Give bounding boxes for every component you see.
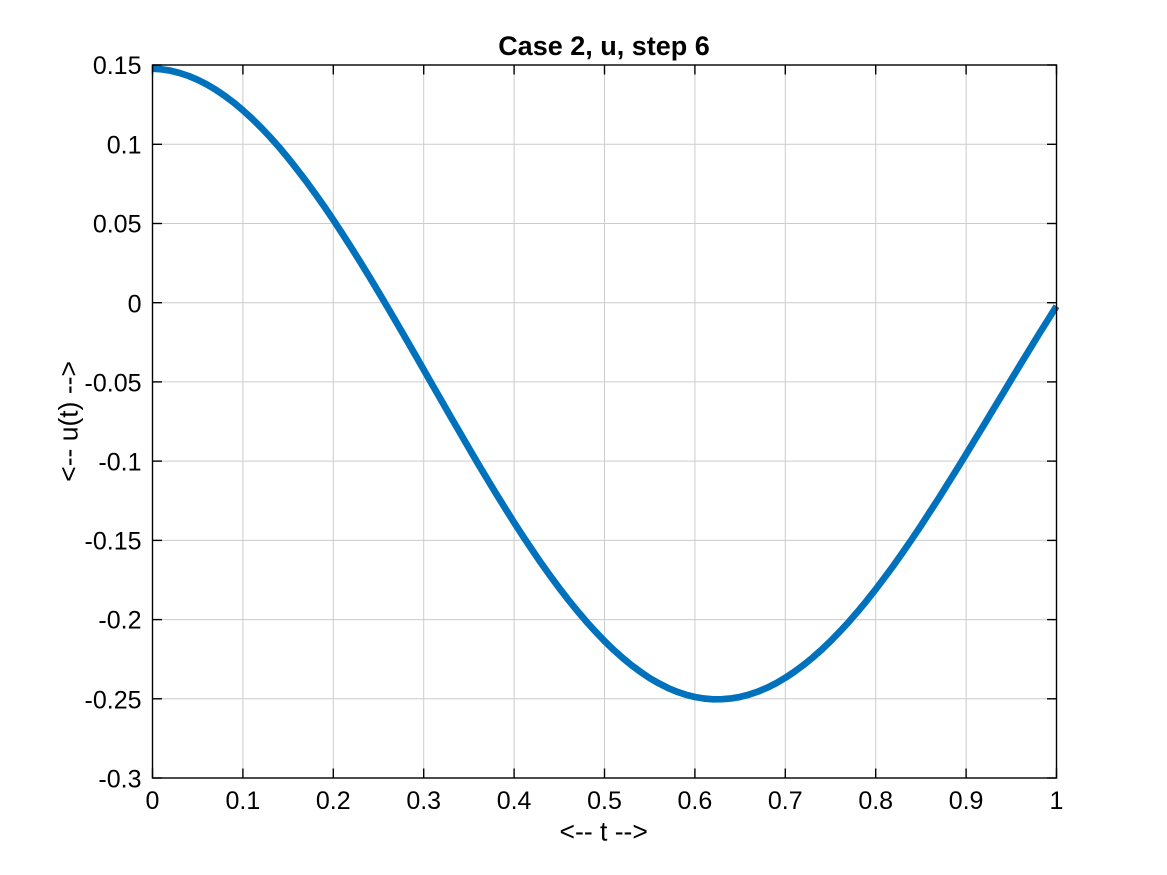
svg-text:0.9: 0.9 [949, 787, 984, 815]
svg-text:-0.25: -0.25 [85, 687, 142, 715]
svg-text:<-- t -->: <-- t --> [560, 817, 648, 847]
svg-text:0.5: 0.5 [587, 787, 622, 815]
svg-text:0.7: 0.7 [768, 787, 803, 815]
svg-text:0.8: 0.8 [858, 787, 893, 815]
svg-text:0.4: 0.4 [497, 787, 532, 815]
svg-text:Case 2, u, step 6: Case 2, u, step 6 [498, 31, 710, 61]
svg-text:0.6: 0.6 [678, 787, 713, 815]
svg-text:0.3: 0.3 [406, 787, 441, 815]
svg-text:1: 1 [1050, 787, 1064, 815]
svg-text:-0.15: -0.15 [85, 528, 142, 556]
svg-text:0.05: 0.05 [93, 211, 142, 239]
svg-text:0.15: 0.15 [93, 52, 142, 80]
svg-text:0: 0 [146, 787, 160, 815]
svg-text:0.1: 0.1 [226, 787, 261, 815]
svg-text:-0.1: -0.1 [98, 448, 141, 476]
svg-text:0.2: 0.2 [316, 787, 351, 815]
svg-text:0: 0 [128, 290, 142, 318]
svg-text:-0.2: -0.2 [98, 607, 141, 635]
svg-text:-0.3: -0.3 [98, 766, 141, 794]
svg-text:<-- u(t) -->: <-- u(t) --> [54, 361, 84, 482]
svg-text:0.1: 0.1 [107, 131, 142, 159]
svg-text:-0.05: -0.05 [85, 370, 142, 398]
